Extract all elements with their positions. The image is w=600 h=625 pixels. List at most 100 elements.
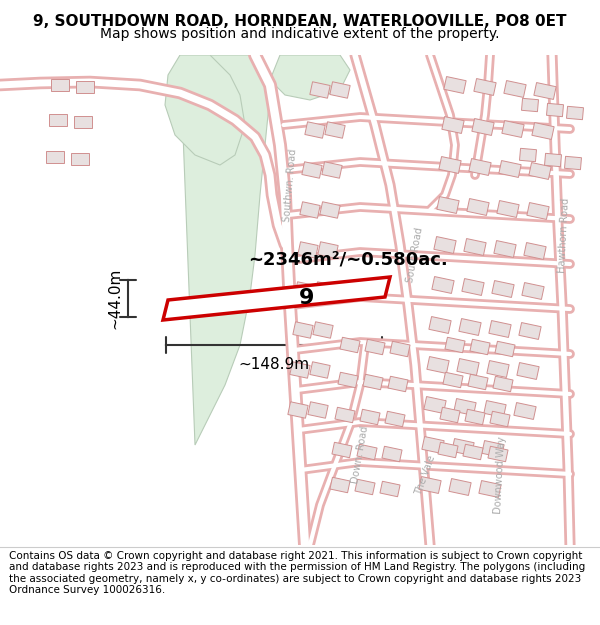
- Polygon shape: [497, 201, 519, 217]
- Polygon shape: [472, 119, 494, 136]
- Polygon shape: [534, 82, 556, 99]
- Polygon shape: [565, 156, 581, 169]
- Polygon shape: [298, 242, 318, 258]
- Text: Hawthorn Road: Hawthorn Road: [557, 198, 571, 272]
- Polygon shape: [308, 402, 328, 418]
- Polygon shape: [0, 55, 240, 545]
- Polygon shape: [459, 319, 481, 336]
- Polygon shape: [355, 479, 375, 495]
- Polygon shape: [432, 277, 454, 293]
- Polygon shape: [566, 106, 583, 119]
- Polygon shape: [529, 162, 551, 179]
- Polygon shape: [290, 362, 310, 378]
- Polygon shape: [522, 282, 544, 299]
- Text: ~148.9m: ~148.9m: [238, 357, 310, 372]
- Polygon shape: [419, 477, 441, 493]
- Polygon shape: [338, 372, 358, 388]
- Polygon shape: [429, 317, 451, 333]
- Polygon shape: [363, 374, 383, 390]
- Polygon shape: [422, 437, 444, 453]
- Polygon shape: [340, 338, 360, 352]
- Polygon shape: [504, 81, 526, 98]
- Polygon shape: [440, 408, 460, 422]
- Polygon shape: [487, 361, 509, 378]
- Polygon shape: [310, 82, 330, 98]
- Polygon shape: [520, 148, 536, 162]
- Polygon shape: [380, 481, 400, 497]
- Polygon shape: [493, 376, 513, 392]
- Polygon shape: [439, 157, 461, 173]
- Polygon shape: [467, 199, 489, 216]
- Text: 9, SOUTHDOWN ROAD, HORNDEAN, WATERLOOVILLE, PO8 0ET: 9, SOUTHDOWN ROAD, HORNDEAN, WATERLOOVIL…: [33, 14, 567, 29]
- Polygon shape: [388, 376, 408, 392]
- Polygon shape: [360, 409, 380, 425]
- Polygon shape: [424, 397, 446, 413]
- Text: Map shows position and indicative extent of the property.: Map shows position and indicative extent…: [100, 28, 500, 41]
- Polygon shape: [310, 362, 330, 378]
- Polygon shape: [46, 151, 64, 163]
- Polygon shape: [502, 121, 524, 138]
- Polygon shape: [492, 281, 514, 298]
- Text: South Road: South Road: [405, 226, 425, 284]
- Polygon shape: [527, 202, 549, 219]
- Polygon shape: [437, 197, 459, 213]
- Polygon shape: [295, 282, 315, 298]
- Polygon shape: [443, 372, 463, 388]
- Polygon shape: [479, 481, 501, 498]
- Polygon shape: [305, 122, 325, 138]
- Polygon shape: [180, 55, 270, 445]
- Polygon shape: [499, 161, 521, 177]
- Polygon shape: [438, 442, 458, 458]
- Polygon shape: [457, 359, 479, 376]
- Polygon shape: [463, 444, 483, 460]
- Polygon shape: [322, 162, 342, 178]
- Polygon shape: [76, 81, 94, 93]
- Text: Contains OS data © Crown copyright and database right 2021. This information is : Contains OS data © Crown copyright and d…: [9, 551, 585, 596]
- Polygon shape: [524, 242, 546, 259]
- Polygon shape: [382, 446, 402, 462]
- Polygon shape: [547, 103, 563, 117]
- Polygon shape: [293, 322, 313, 338]
- Text: Southwn. Road: Southwn. Road: [282, 148, 298, 222]
- Polygon shape: [521, 98, 538, 112]
- Text: Downwood Way: Downwood Way: [493, 436, 507, 514]
- Polygon shape: [545, 153, 562, 167]
- Polygon shape: [330, 478, 350, 492]
- Text: ~44.0m: ~44.0m: [107, 268, 122, 329]
- Polygon shape: [490, 411, 510, 427]
- Polygon shape: [427, 357, 449, 373]
- Polygon shape: [494, 241, 516, 258]
- Polygon shape: [470, 339, 490, 355]
- Polygon shape: [444, 77, 466, 93]
- Polygon shape: [445, 338, 465, 352]
- Polygon shape: [385, 411, 405, 427]
- Polygon shape: [300, 202, 320, 218]
- Polygon shape: [462, 279, 484, 296]
- Polygon shape: [495, 341, 515, 357]
- Text: 9: 9: [299, 289, 314, 309]
- Polygon shape: [335, 408, 355, 422]
- Polygon shape: [468, 374, 488, 390]
- Polygon shape: [165, 55, 245, 165]
- Text: ~2346m²/~0.580ac.: ~2346m²/~0.580ac.: [248, 251, 448, 269]
- Polygon shape: [74, 116, 92, 128]
- Polygon shape: [163, 277, 390, 320]
- Polygon shape: [390, 341, 410, 357]
- Polygon shape: [318, 242, 338, 258]
- Polygon shape: [302, 162, 322, 178]
- Polygon shape: [452, 439, 474, 456]
- Polygon shape: [320, 202, 340, 218]
- Polygon shape: [488, 446, 508, 462]
- Polygon shape: [330, 82, 350, 98]
- Text: The Vale: The Vale: [413, 454, 437, 496]
- Polygon shape: [51, 79, 69, 91]
- Polygon shape: [454, 399, 476, 416]
- Polygon shape: [465, 409, 485, 425]
- Polygon shape: [517, 362, 539, 379]
- Polygon shape: [313, 322, 333, 338]
- Polygon shape: [49, 114, 67, 126]
- Polygon shape: [514, 402, 536, 419]
- Polygon shape: [484, 401, 506, 418]
- Polygon shape: [332, 442, 352, 458]
- Polygon shape: [270, 55, 350, 100]
